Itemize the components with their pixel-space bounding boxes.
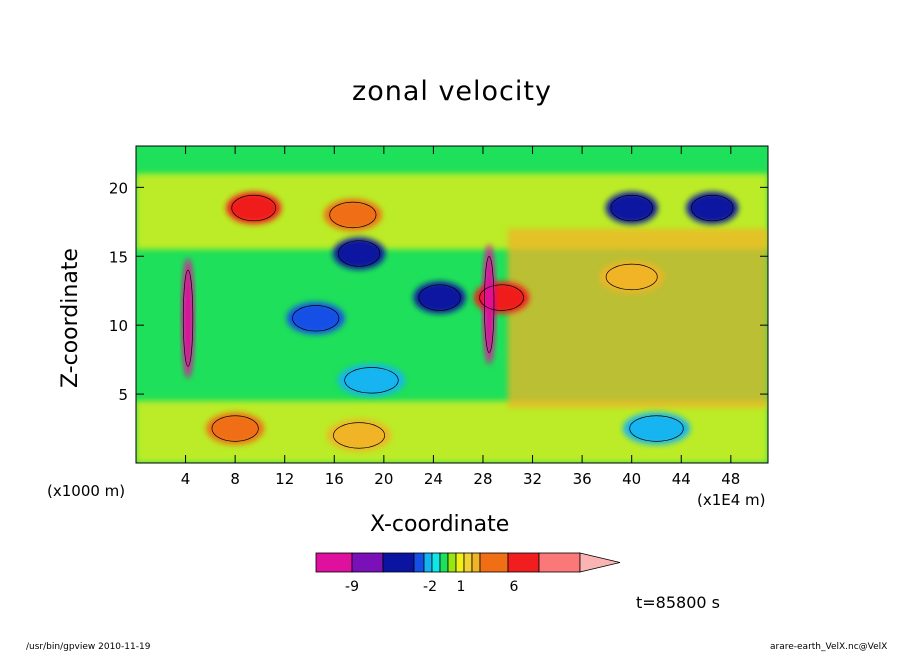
feature-contour: [292, 305, 340, 332]
colorbar-swatch: [471, 552, 481, 573]
plot-frame: [135, 145, 769, 464]
field-feature: [599, 260, 664, 293]
x-tick-label: 32: [523, 470, 542, 488]
x-tick-label: 28: [473, 470, 492, 488]
field-feature: [286, 302, 345, 335]
field-feature: [483, 244, 496, 365]
feature-contour: [333, 422, 386, 449]
x-tick-label: 36: [573, 470, 592, 488]
colorbar-tick-label: 1: [457, 579, 466, 595]
field-feature: [622, 412, 690, 445]
footer-file: arare-earth_VelX.nc@VelX: [770, 642, 888, 652]
y-tick-label: 5: [118, 386, 128, 404]
x-tick-label: 20: [374, 470, 393, 488]
field-feature: [474, 281, 530, 314]
x-axis-label: X-coordinate: [370, 512, 510, 537]
x-tick-label: 16: [325, 470, 344, 488]
colorbar-swatch: [439, 552, 449, 573]
colorbar-tick-label: -9: [345, 579, 359, 595]
feature-contour: [329, 201, 377, 229]
colorbar-swatch: [382, 552, 415, 573]
feature-contour: [337, 240, 381, 267]
x-tick-label: 12: [275, 470, 294, 488]
colorbar-swatch: [431, 552, 441, 573]
feature-contour: [605, 263, 658, 291]
field-feature: [323, 198, 382, 231]
field-feature: [327, 419, 392, 452]
colorbar-swatch: [479, 552, 509, 573]
field-feature: [605, 192, 658, 225]
feature-contour: [484, 256, 495, 353]
colorbar-swatch: [463, 552, 473, 573]
feature-contour: [629, 415, 684, 442]
x-multiplier-label: (x1E4 m): [697, 491, 766, 509]
colorbar-swatch: [315, 552, 353, 573]
field-feature: [337, 364, 405, 397]
colorbar-swatch: [351, 552, 384, 573]
y-axis-label: Z-coordinate: [58, 248, 83, 388]
y-tick-label: 15: [109, 248, 128, 266]
field-feature: [206, 412, 265, 445]
colorbar-swatch: [455, 552, 465, 573]
feature-contour: [691, 194, 734, 222]
feature-contour: [211, 415, 259, 442]
field-feature: [413, 281, 466, 314]
colorbar-swatch: [538, 552, 581, 573]
y-tick-label: 20: [109, 179, 128, 197]
feature-contour: [231, 194, 277, 222]
x-tick-label: 24: [424, 470, 443, 488]
colorbar-tick-label: 6: [510, 579, 519, 595]
colorbar-swatch: [413, 552, 425, 573]
colorbar-swatch: [507, 552, 540, 573]
colorbar-arrow: [579, 552, 621, 573]
x-unit-label: (x1000 m): [47, 482, 126, 500]
y-tick-label: 10: [109, 317, 128, 335]
feature-contour: [418, 284, 461, 311]
feature-contour: [182, 269, 194, 367]
chart-title: zonal velocity: [352, 76, 552, 107]
x-tick-label: 4: [181, 470, 191, 488]
x-tick-label: 8: [230, 470, 240, 488]
feature-contour: [479, 284, 524, 311]
field-feature: [333, 237, 386, 270]
field-feature: [686, 192, 739, 225]
field-feature: [226, 192, 282, 225]
field-feature: [182, 258, 195, 379]
x-tick-label: 44: [672, 470, 691, 488]
colorbar-swatch: [447, 552, 457, 573]
x-tick-label: 48: [721, 470, 740, 488]
feature-contour: [344, 367, 399, 394]
colorbar-swatch: [423, 552, 433, 573]
feature-contour: [610, 194, 653, 222]
x-tick-label: 40: [622, 470, 641, 488]
colorbar-tick-label: -2: [423, 579, 437, 595]
time-label: t=85800 s: [636, 593, 720, 612]
field-band: [507, 228, 768, 408]
footer-program: /usr/bin/gpview 2010-11-19: [26, 642, 151, 652]
